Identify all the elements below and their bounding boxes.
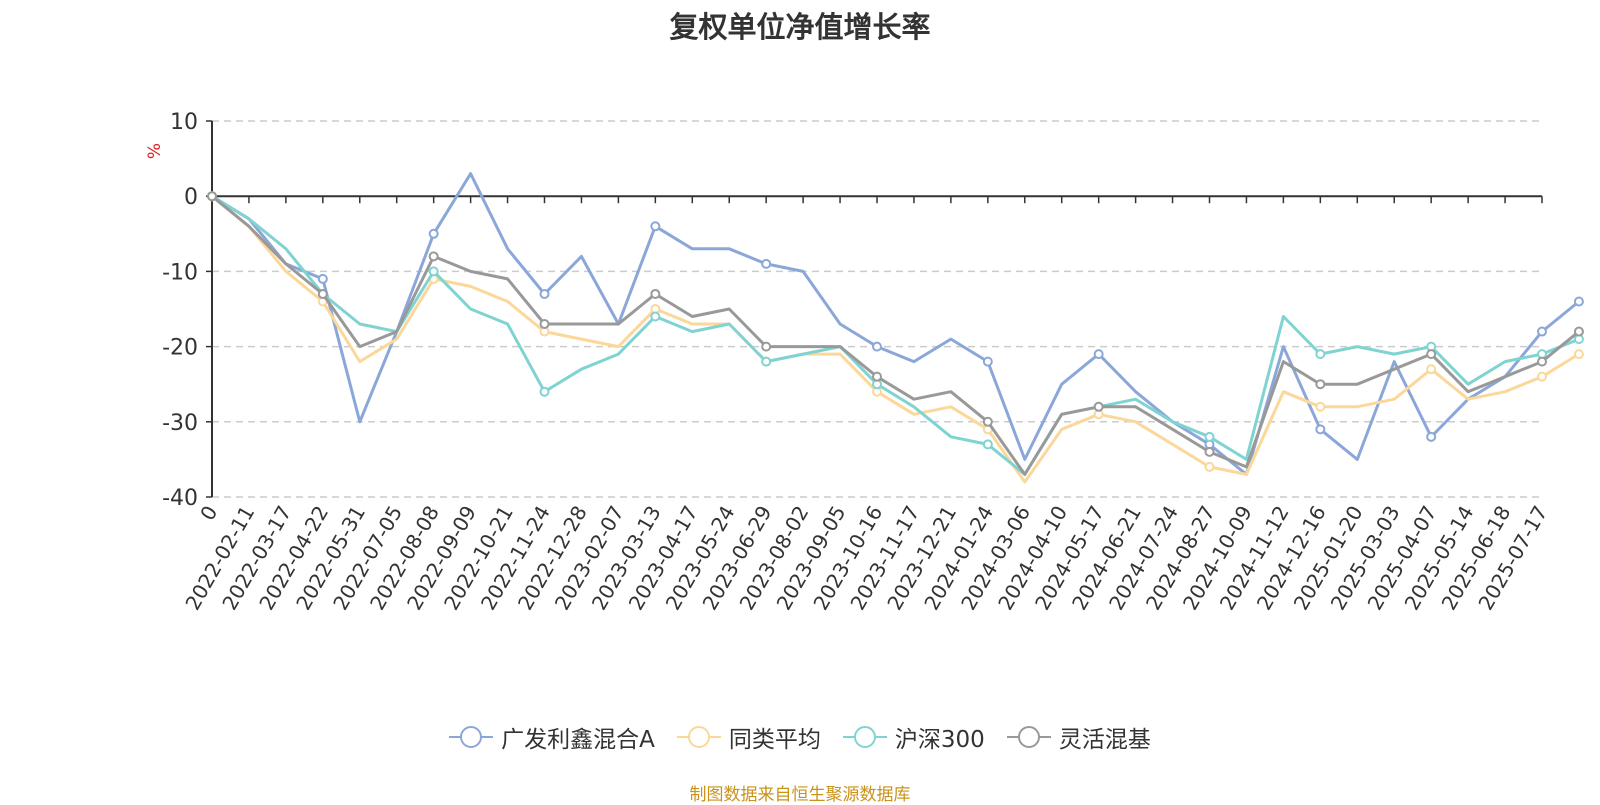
series-point-2 (428, 266, 439, 277)
series-point-2 (650, 311, 661, 322)
legend-label-flexible-mixed: 灵活混基 (1058, 727, 1151, 753)
series-point-3 (1315, 379, 1326, 390)
series-point-3 (872, 371, 882, 382)
series-point-3 (1537, 356, 1547, 367)
y-tick-label: 10 (170, 110, 198, 135)
series-point-0 (1537, 326, 1547, 337)
line-chart: 100-10-20-30-40%02022-02-112022-03-17202… (145, 110, 1584, 614)
series-point-0 (1093, 349, 1104, 360)
series-point-0 (1315, 424, 1326, 435)
series-point-0 (761, 258, 772, 269)
series-line-1 (211, 195, 1580, 484)
legend-item-flexible-mixed[interactable]: 灵活混基 (1006, 720, 1151, 754)
y-tick-label: -40 (162, 486, 198, 511)
series-point-3 (317, 288, 328, 299)
series-point-3 (1093, 401, 1104, 412)
series-point-2 (1204, 431, 1215, 442)
series-point-3 (650, 288, 661, 299)
series-point-3 (428, 251, 439, 262)
legend-marker-csi300 (842, 725, 887, 749)
legend: 广发利鑫混合A 同类平均 沪深300 灵活混基 (0, 720, 1600, 754)
legend-label-fund: 广发利鑫混合A (501, 727, 655, 753)
series-point-0 (982, 356, 993, 367)
data-source-note: 制图数据来自恒生聚源数据库 (689, 785, 911, 805)
series-point-0 (650, 221, 661, 232)
legend-label-csi300: 沪深300 (894, 727, 985, 753)
series-point-3 (539, 319, 550, 330)
series-point-3 (761, 341, 772, 352)
series-line-3 (211, 195, 1580, 476)
y-tick-label: 0 (184, 185, 198, 210)
series-point-2 (1315, 349, 1326, 360)
series-point-0 (317, 273, 328, 284)
series-point-0 (539, 288, 550, 299)
y-tick-label: -20 (162, 336, 198, 361)
series-point-0 (872, 341, 882, 352)
legend-marker-peer-average (676, 725, 721, 749)
series-point-3 (207, 191, 217, 202)
series-point-1 (1537, 371, 1547, 382)
legend-item-csi300[interactable]: 沪深300 (842, 720, 985, 754)
legend-item-peer-average[interactable]: 同类平均 (676, 720, 821, 754)
y-axis-label: % (145, 143, 165, 159)
legend-label-peer-average: 同类平均 (728, 727, 821, 753)
legend-marker-flexible-mixed (1006, 725, 1051, 749)
series-point-1 (1204, 461, 1215, 472)
series-point-3 (1204, 446, 1215, 457)
x-tick-label: 0 (195, 502, 222, 525)
legend-item-fund[interactable]: 广发利鑫混合A (449, 720, 655, 754)
series-line-2 (211, 194, 1580, 476)
series-line-0 (211, 172, 1580, 476)
series-point-1 (1426, 364, 1437, 375)
series-point-0 (428, 228, 439, 239)
series-point-3 (982, 416, 993, 427)
series-point-3 (1426, 349, 1437, 360)
y-tick-label: -30 (162, 411, 198, 436)
legend-marker-fund (449, 725, 494, 749)
series-point-1 (1315, 401, 1326, 412)
series-point-1 (1573, 349, 1584, 360)
series-point-3 (1573, 326, 1584, 337)
series-point-2 (982, 439, 993, 450)
chart-title: 复权单位净值增长率 (669, 10, 931, 44)
y-tick-label: -10 (162, 260, 198, 285)
series-point-0 (1426, 431, 1437, 442)
series-point-2 (761, 356, 772, 367)
series-point-0 (1573, 296, 1584, 307)
series-point-2 (539, 386, 550, 397)
